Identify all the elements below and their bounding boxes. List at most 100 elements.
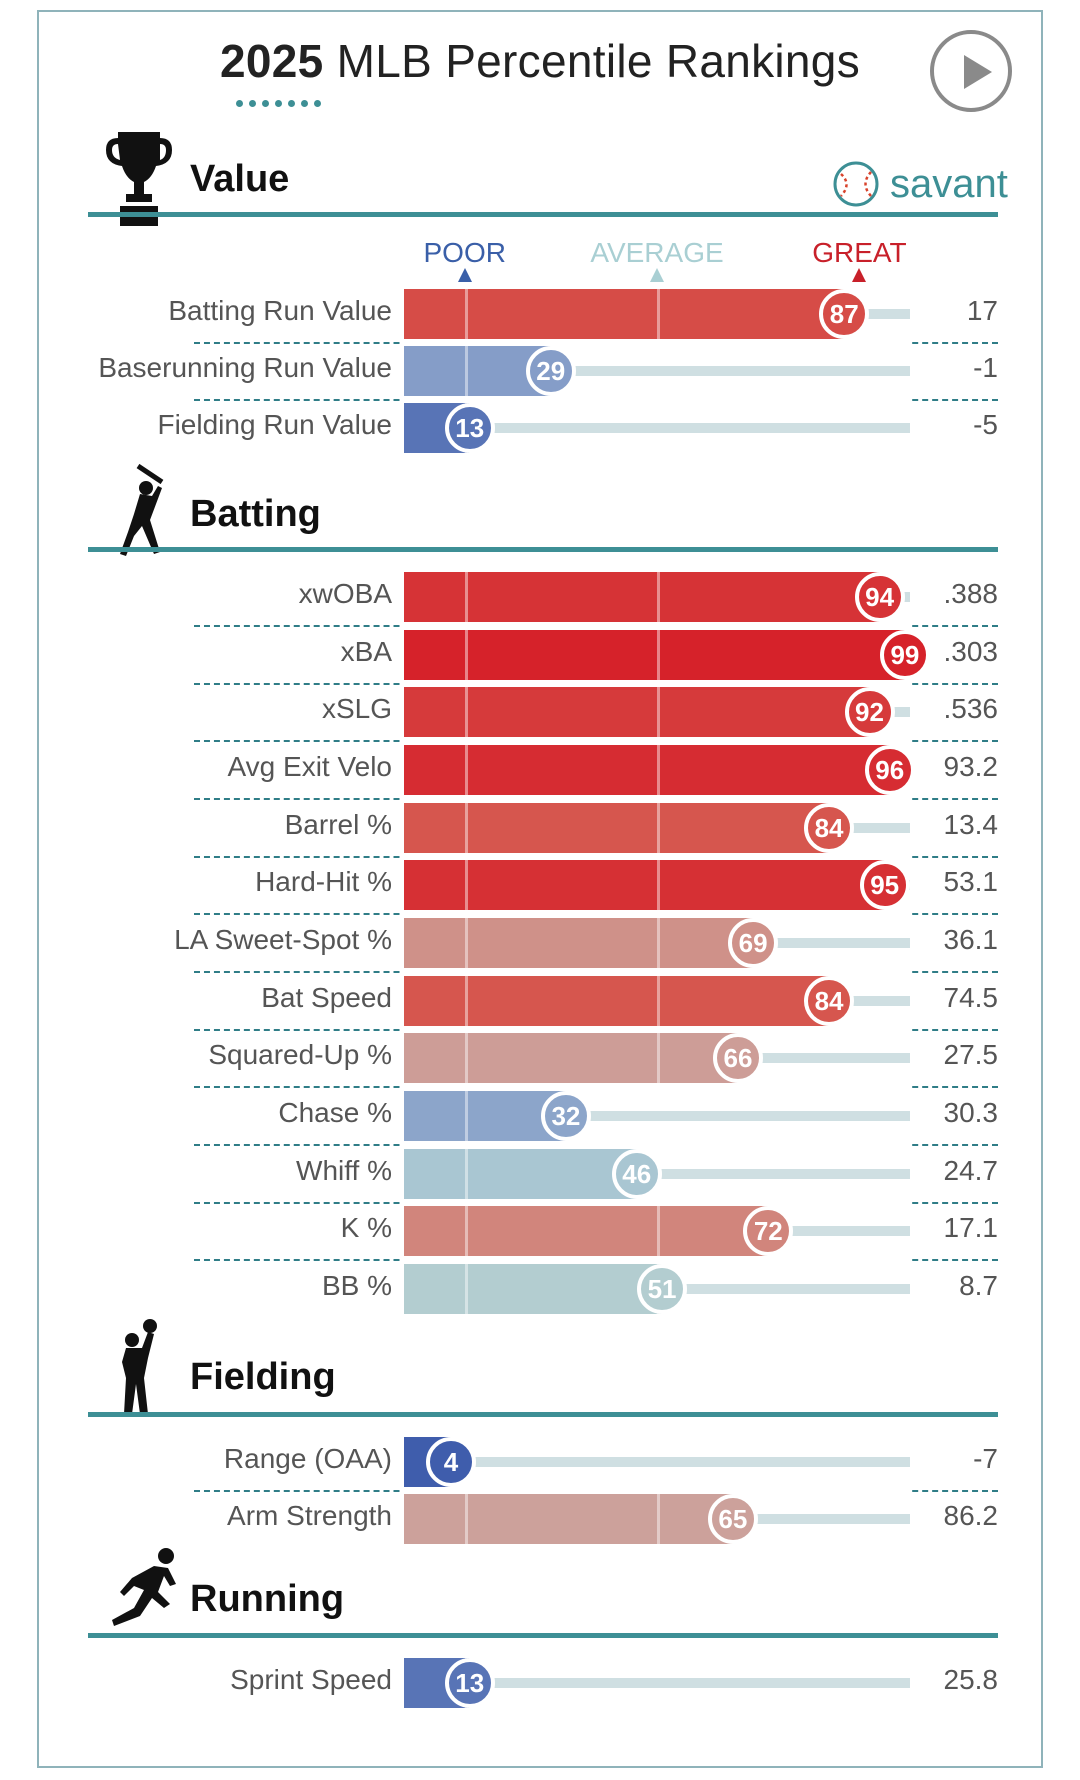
metric-row[interactable]: LA Sweet-Spot % 69 36.1 [0,918,1080,968]
metric-label: Barrel % [284,809,392,840]
bar-gridline [464,976,468,1026]
bar-gridline [464,687,468,737]
metric-value: 30.3 [943,1097,999,1128]
bar-gridline [657,687,660,737]
metric-value: 24.7 [943,1155,999,1186]
percentile-dot[interactable]: 13 [444,1658,495,1708]
metric-label: xwOBA [298,578,392,609]
metric-row[interactable]: Baserunning Run Value 29 -1 [0,346,1080,396]
scale-label-great: GREAT [812,237,907,268]
metric-row[interactable]: Barrel % 84 13.4 [0,803,1080,853]
metric-row[interactable]: xwOBA 94 .388 [0,572,1080,622]
percentile-dot[interactable]: 87 [819,289,870,339]
metric-value: 36.1 [943,924,999,955]
metric-value: -5 [973,409,998,440]
percentile-dot[interactable]: 4 [426,1437,476,1487]
metric-row[interactable]: K % 72 17.1 [0,1206,1080,1256]
section-title-value: Value [190,158,290,200]
card-frame [37,10,1043,1768]
metric-value: 17.1 [943,1212,999,1243]
title-text: MLB Percentile Rankings [336,35,860,87]
metric-value: 74.5 [943,982,999,1013]
percentile-dot[interactable]: 29 [525,346,576,396]
bar-gridline [464,1264,468,1314]
metric-value: 25.8 [943,1664,999,1695]
batter-icon [104,462,174,567]
metric-row[interactable]: Sprint Speed 13 25.8 [0,1658,1080,1708]
bar-gridline [657,1494,660,1544]
metric-row[interactable]: Chase % 32 30.3 [0,1091,1080,1141]
metric-row[interactable]: Whiff % 46 24.7 [0,1149,1080,1199]
metric-row[interactable]: Batting Run Value 87 17 [0,289,1080,339]
row-separator-gap [402,739,910,743]
row-separator-gap [402,1489,910,1493]
percentile-dot[interactable]: 99 [879,630,930,680]
metric-label: Sprint Speed [230,1664,392,1695]
metric-value: 93.2 [943,751,999,782]
percentile-track [404,1457,910,1467]
percentile-bar [404,630,905,680]
percentile-bar [404,1494,733,1544]
savant-logo[interactable]: savant [832,160,1008,208]
page-title: 2025 MLB Percentile Rankings [0,34,1080,88]
metric-value: -1 [973,352,998,383]
row-separator-gap [402,1143,910,1147]
row-separator-gap [402,1028,910,1032]
section-rule-value [88,212,998,217]
percentile-dot[interactable]: 84 [804,803,855,853]
percentile-dot[interactable]: 94 [854,572,905,622]
metric-row[interactable]: BB % 51 8.7 [0,1264,1080,1314]
bar-gridline [464,630,468,680]
percentile-dot[interactable]: 65 [707,1494,758,1544]
percentile-dot[interactable]: 72 [743,1206,794,1256]
percentile-dot[interactable]: 32 [540,1091,591,1141]
scale-label-average: AVERAGE [590,237,724,268]
metric-label: Chase % [278,1097,392,1128]
bar-gridline [657,803,660,853]
metric-row[interactable]: Squared-Up % 66 27.5 [0,1033,1080,1083]
metric-row[interactable]: Bat Speed 84 74.5 [0,976,1080,1026]
percentile-dot[interactable]: 46 [611,1149,662,1199]
percentile-dot[interactable]: 69 [728,918,779,968]
metric-row[interactable]: xSLG 92 .536 [0,687,1080,737]
row-separator-gap [402,1201,910,1205]
bar-gridline [464,1494,468,1544]
bar-gridline [464,745,468,795]
play-button[interactable] [930,30,1012,112]
metric-row[interactable]: Arm Strength 65 86.2 [0,1494,1080,1544]
scale-arrow-great [852,268,867,282]
percentile-bar [404,1206,769,1256]
percentile-bar [404,1091,566,1141]
metric-row[interactable]: Range (OAA) 4 -7 [0,1437,1080,1487]
metric-value: 13.4 [943,809,999,840]
percentile-bar [404,1033,738,1083]
metric-label: LA Sweet-Spot % [174,924,392,955]
percentile-dot[interactable]: 13 [444,403,495,453]
fielder-icon [104,1318,174,1423]
metric-row[interactable]: Fielding Run Value 13 -5 [0,403,1080,453]
title-underline-dots [236,100,321,107]
percentile-dot[interactable]: 95 [859,860,910,910]
section-rule-running [88,1633,998,1638]
bar-gridline [464,1206,468,1256]
percentile-dot[interactable]: 66 [712,1033,763,1083]
metric-label: Arm Strength [227,1500,392,1531]
section-title-batting: Batting [190,493,321,535]
percentile-dot[interactable]: 92 [844,687,895,737]
percentile-track [404,366,910,376]
percentile-dot[interactable]: 84 [804,976,855,1026]
bar-gridline [657,745,660,795]
metric-value: .536 [943,693,999,724]
percentile-bar [404,745,890,795]
metric-row[interactable]: Avg Exit Velo 96 93.2 [0,745,1080,795]
scale-arrow-average [650,268,664,282]
section-title-fielding: Fielding [190,1356,336,1398]
metric-row[interactable]: Hard-Hit % 95 53.1 [0,860,1080,910]
percentile-track [404,1678,910,1688]
percentile-dot[interactable]: 51 [637,1264,688,1314]
trophy-icon [104,128,174,233]
percentile-dot[interactable]: 96 [864,745,915,795]
bar-gridline [464,289,468,339]
metric-row[interactable]: xBA 99 .303 [0,630,1080,680]
percentile-bar [404,572,880,622]
